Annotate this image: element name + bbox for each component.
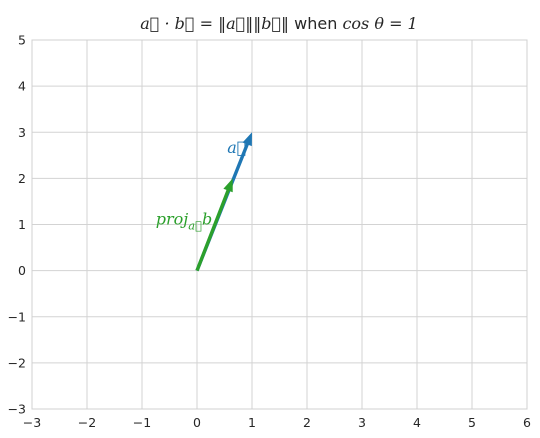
x-tick-label: 6 (523, 415, 531, 430)
x-tick-label: 5 (468, 415, 476, 430)
tick-labels: −3 −2 −1 0 1 2 3 4 5 6 −3 −2 −1 0 1 2 3 4 5 (8, 33, 531, 431)
projection-vector-arrow (195, 178, 233, 272)
title-math-right: cos θ = 1 (342, 14, 417, 33)
x-tick-label: −2 (78, 415, 96, 430)
grid (31, 39, 528, 410)
x-tick-label: 1 (248, 415, 256, 430)
title-math-left: a⃗ · b⃗ = ‖a⃗‖‖b⃗‖ (140, 14, 289, 33)
x-tick-label: 2 (303, 415, 311, 430)
y-tick-label: 5 (18, 33, 26, 48)
x-tick-label: −1 (133, 415, 151, 430)
y-tick-label: 4 (18, 79, 26, 94)
y-tick-label: 2 (18, 171, 26, 186)
vector-a-label: a⃗ (227, 138, 246, 157)
projection-label-main: proj (156, 210, 189, 229)
y-tick-label: −3 (8, 402, 26, 417)
x-tick-label: −3 (23, 415, 41, 430)
y-tick-label: 1 (18, 217, 26, 232)
projection-label-sub: a⃗ (188, 219, 202, 233)
plot-frame (31, 39, 528, 410)
y-tick-label: 3 (18, 125, 26, 140)
x-tick-label: 4 (413, 415, 421, 430)
y-tick-label: −1 (8, 309, 26, 324)
projection-label: proja⃗b (156, 210, 213, 233)
projection-label-tail: b (202, 210, 212, 229)
vectors (195, 132, 252, 272)
y-tick-label: 0 (18, 263, 26, 278)
title-when: when (289, 14, 342, 33)
chart-title: a⃗ · b⃗ = ‖a⃗‖‖b⃗‖ when cos θ = 1 (140, 14, 417, 33)
x-tick-label: 3 (358, 415, 366, 430)
y-tick-label: −2 (8, 355, 26, 370)
x-tick-label: 0 (193, 415, 201, 430)
vector-labels: a⃗proja⃗b (156, 138, 247, 232)
